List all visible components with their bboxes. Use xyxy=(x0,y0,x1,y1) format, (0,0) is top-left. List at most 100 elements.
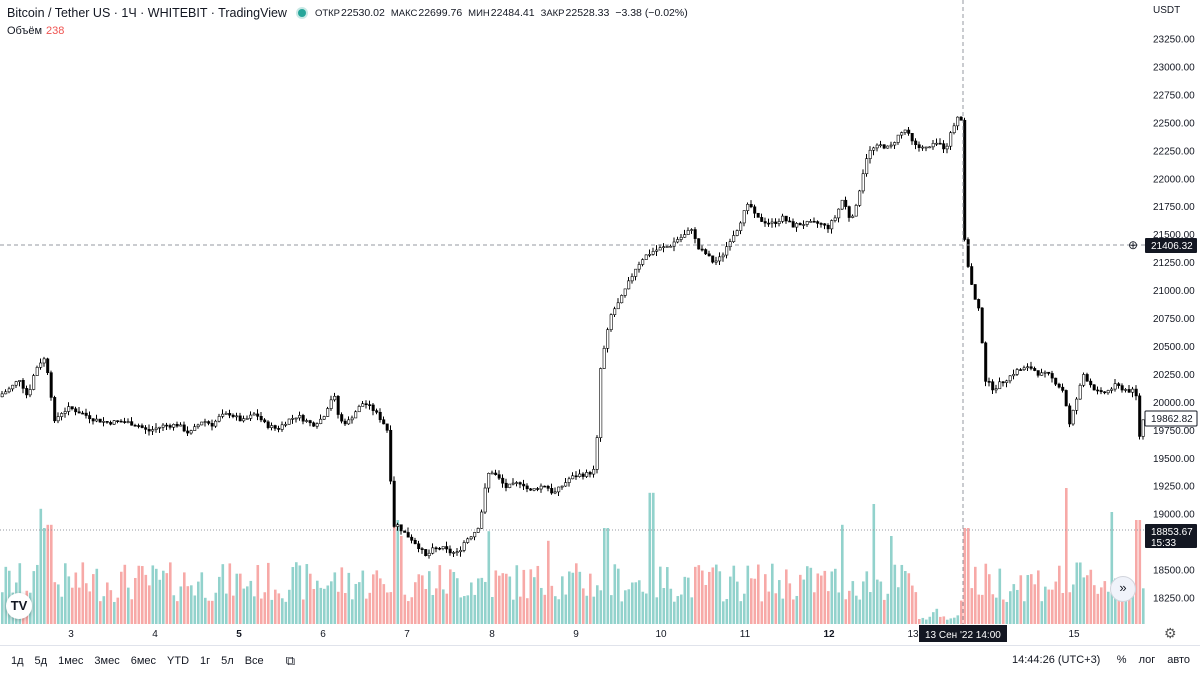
candle-body-114 xyxy=(399,524,403,532)
scroll-to-realtime-button[interactable]: » xyxy=(1110,576,1136,602)
volume-bar-235 xyxy=(823,570,827,624)
volume-bar-242 xyxy=(848,590,851,624)
timeframe-5[interactable]: YTD xyxy=(167,655,190,667)
candle-body-204 xyxy=(714,260,718,263)
volume-bar-132 xyxy=(463,596,466,624)
volume-bar-305 xyxy=(1068,592,1072,624)
candle-body-29 xyxy=(102,421,106,423)
candle-body-162 xyxy=(567,478,571,483)
volume-bar-248 xyxy=(869,592,872,624)
price-tick-2: 22750.00 xyxy=(1153,90,1195,101)
volume-bar-205 xyxy=(718,571,722,624)
currency-selector[interactable]: USDT xyxy=(1153,5,1181,16)
volume-bar-259 xyxy=(907,573,911,624)
volume-bar-299 xyxy=(1047,589,1051,624)
clock[interactable]: 14:44:26 (UTC+3) xyxy=(1012,654,1101,666)
candle-body-254 xyxy=(889,144,893,147)
volume-bar-183 xyxy=(641,591,645,624)
volume-bar-146 xyxy=(512,599,515,624)
volume-bar-158 xyxy=(554,596,557,624)
symbol-title[interactable]: Bitcoin / Tether US · 1Ч · WHITEBIT · Tr… xyxy=(7,6,287,20)
volume-bar-136 xyxy=(477,578,480,624)
volume-bar-303 xyxy=(1061,592,1065,624)
candle-body-168 xyxy=(588,472,592,475)
candle-body-91 xyxy=(319,418,323,424)
volume-bar-166 xyxy=(582,588,585,624)
timeframe-4[interactable]: 6мес xyxy=(130,655,157,667)
candle-body-161 xyxy=(564,482,568,487)
volume-bar-143 xyxy=(501,573,505,624)
scale-option-0[interactable]: % xyxy=(1116,654,1127,666)
candle-body-73 xyxy=(256,413,260,417)
volume-bar-213 xyxy=(746,565,750,624)
volume-bar-55 xyxy=(193,595,197,624)
candle-body-123 xyxy=(431,547,435,554)
candle-body-117 xyxy=(410,536,414,541)
chart-canvas[interactable]: 23250.00 23000.00 22750.00 22500.00 22250.00… xyxy=(0,0,1200,645)
candle-body-16 xyxy=(56,416,60,422)
candle-body-120 xyxy=(420,548,424,550)
candle-body-50 xyxy=(175,423,179,427)
volume-bar-135 xyxy=(473,594,477,624)
volume-bar-326 xyxy=(1142,588,1145,624)
volume-bar-22 xyxy=(78,587,81,624)
candle-body-269 xyxy=(942,143,946,150)
candle-body-280 xyxy=(980,307,984,344)
candle-body-21 xyxy=(74,408,78,413)
volume-bar-278 xyxy=(974,566,977,624)
time-axis: 3 4 5 6 7 8 9 10 11 12 13 15 13 Сен '22 14:00 xyxy=(68,625,1080,642)
candle-body-146 xyxy=(511,482,515,485)
volume-bar-247 xyxy=(865,571,869,624)
candle-body-75 xyxy=(263,419,267,423)
volume-bar-209 xyxy=(732,565,736,624)
candle-body-44 xyxy=(154,427,158,430)
candle-body-144 xyxy=(504,482,508,488)
candle-body-64 xyxy=(224,413,228,415)
timeframe-0[interactable]: 1д xyxy=(11,655,24,667)
volume-bar-93 xyxy=(326,585,330,624)
timeframe-1[interactable]: 5д xyxy=(34,655,48,667)
volume-bar-191 xyxy=(669,588,673,624)
candle-body-281 xyxy=(984,342,988,382)
candle-body-202 xyxy=(707,253,711,257)
candle-body-164 xyxy=(574,475,578,478)
candle-body-206 xyxy=(721,254,725,258)
volume-bar-177 xyxy=(620,601,624,624)
candle-body-126 xyxy=(441,546,445,549)
candle-body-222 xyxy=(777,221,781,224)
candle-body-250 xyxy=(875,144,879,149)
volume-bar-323 xyxy=(1131,595,1135,624)
timeframe-8[interactable]: Все xyxy=(244,655,264,667)
date-range-icon[interactable]: ⧉ xyxy=(285,653,295,668)
volume-bar-263 xyxy=(921,617,925,624)
candle-body-188 xyxy=(658,247,662,251)
scale-option-2[interactable]: авто xyxy=(1167,654,1190,666)
timeframe-7[interactable]: 5л xyxy=(221,655,234,667)
candle-body-209 xyxy=(732,235,736,242)
candle-body-207 xyxy=(725,246,729,256)
price-tick-12: 20250.00 xyxy=(1153,370,1195,381)
volume-bar-68 xyxy=(239,573,242,624)
candle-body-143 xyxy=(501,477,505,484)
candle-body-57 xyxy=(200,421,204,426)
candle-body-189 xyxy=(662,246,666,249)
time-tick-11: 15 xyxy=(1068,629,1080,640)
tradingview-logo-icon[interactable]: TV xyxy=(6,593,32,619)
candle-body-234 xyxy=(819,223,823,225)
candle-body-174 xyxy=(609,314,613,330)
volume-bar-121 xyxy=(424,588,428,624)
timeframe-2[interactable]: 1мес xyxy=(58,655,84,667)
timeframe-6[interactable]: 1г xyxy=(200,655,211,667)
settings-gear-icon[interactable]: ⚙ xyxy=(1164,625,1177,641)
volume-bar-73 xyxy=(256,565,260,624)
timeframe-3[interactable]: 3мес xyxy=(94,655,120,667)
candle-body-147 xyxy=(515,482,519,484)
candle-body-297 xyxy=(1040,372,1044,376)
candle-body-317 xyxy=(1110,388,1114,391)
volume-bar-280 xyxy=(981,594,984,624)
candle-body-185 xyxy=(648,254,652,256)
volume-bar-321 xyxy=(1124,590,1128,624)
volume-bar-313 xyxy=(1096,593,1100,624)
volume-bar-229 xyxy=(802,579,806,624)
scale-option-1[interactable]: лог xyxy=(1138,654,1156,666)
